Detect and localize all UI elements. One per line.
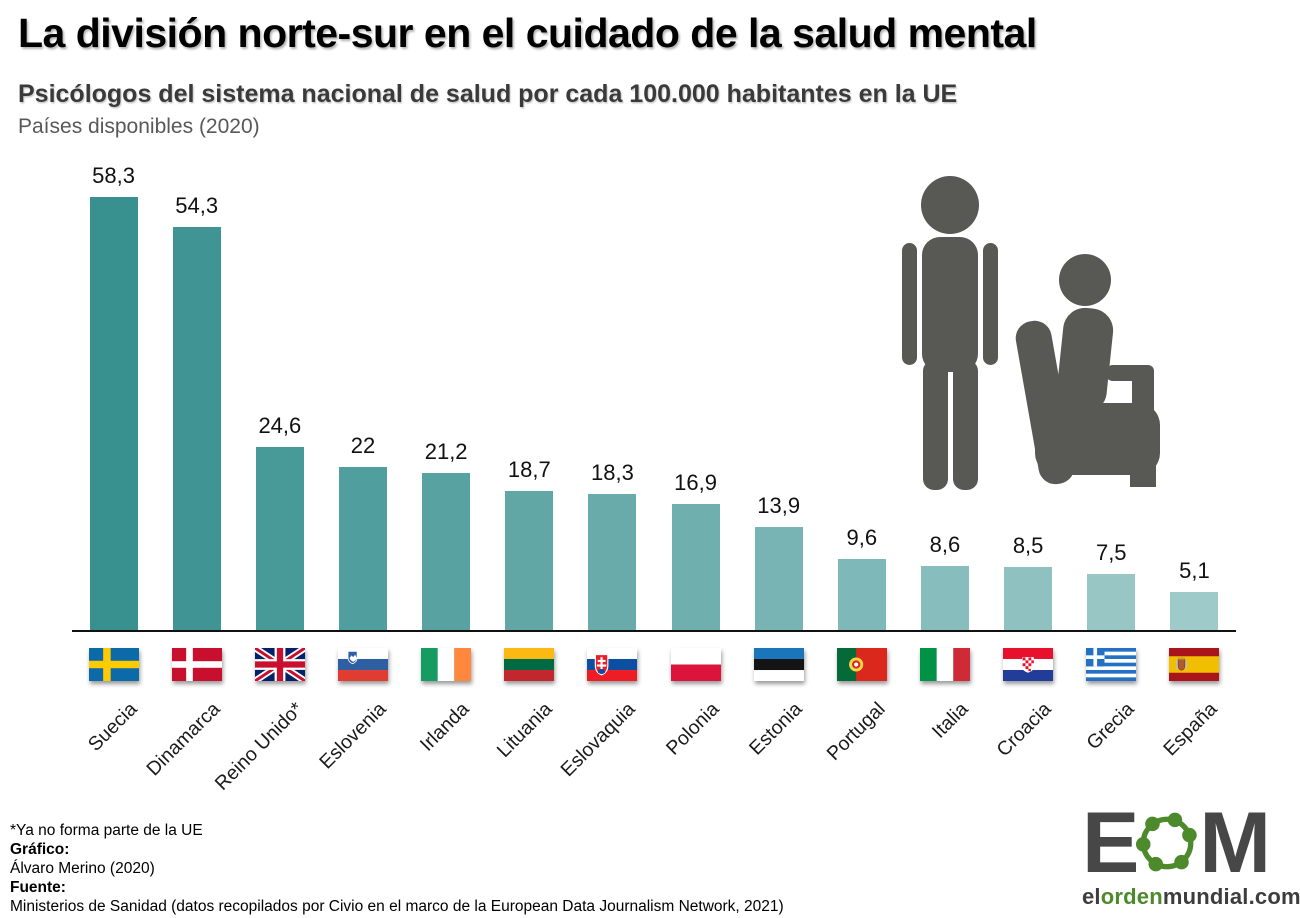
credits-block: *Ya no forma parte de la UE Gráfico: Álv… [10,821,784,916]
bar [920,566,969,630]
category-cell: Eslovenia [315,648,404,818]
bar-column-ie: 21,2 [405,160,488,630]
category-cell: España [1153,648,1236,818]
category-cell: Croacia [987,648,1070,818]
bar-column-dk: 54,3 [155,160,238,630]
bar [837,559,886,630]
page-title: La división norte-sur en el cuidado de l… [18,10,1037,56]
bar-value-label: 58,3 [92,163,135,188]
eom-url-orden: orden [1100,884,1163,909]
category-cell: Lituania [488,648,571,818]
bar-value-label: 21,2 [424,439,468,464]
bar-value-label: 8,5 [1012,533,1044,558]
bar [505,491,554,630]
bar-column-se: 58,3 [72,160,155,630]
category-cell: Estonia [737,648,820,818]
category-cell: Eslovaquia [557,648,654,818]
eom-url-mundial: mundial.com [1162,884,1300,909]
flag-icon-hr [1003,648,1054,681]
flag-icon-ie [421,648,472,681]
bar [1170,592,1219,630]
bar [671,504,720,630]
bar [338,467,387,630]
credit-fuente-label: Fuente: [10,879,66,896]
credit-grafico-value: Álvaro Merino (2020) [10,860,155,877]
eom-logo-letter-e: E [1082,795,1139,891]
category-cell: Irlanda [405,648,488,818]
bar [1087,574,1136,630]
bar-value-label: 9,6 [846,525,878,550]
category-cell: Italia [903,648,986,818]
credit-fuente-value: Ministerios de Sanidad (datos recopilado… [10,898,784,915]
category-cell: Reino Unido* [211,648,321,818]
bar-column-gr: 7,5 [1070,160,1153,630]
eom-logo-url: elordenmundial.com [1082,884,1300,910]
bar-column-pt: 9,6 [820,160,903,630]
bar [422,473,471,630]
bar [172,227,221,630]
bar-value-label: 16,9 [674,470,717,495]
category-cell: Suecia [72,648,155,818]
eom-logo-letter-m: M [1199,795,1271,891]
therapy-session-icon [902,176,1160,490]
category-cell: Polonia [654,648,737,818]
bar-column-es: 5,1 [1153,160,1236,630]
bar-column-si: 22 [321,160,404,630]
bar-value-label: 22 [350,433,376,458]
flag-icon-gb [254,648,305,681]
category-cell: Grecia [1070,648,1153,818]
bar-column-gb: 24,6 [238,160,321,630]
flag-icon-se [88,648,139,681]
bar-column-ee: 13,9 [737,160,820,630]
credit-grafico-label: Gráfico: [10,841,70,858]
flag-icon-si [337,648,388,681]
bar [754,527,803,630]
flag-icon-ee [753,648,804,681]
footnote: *Ya no forma parte de la UE [10,822,203,839]
chart-scope-note: Países disponibles (2020) [18,115,260,138]
bar-column-pl: 16,9 [654,160,737,630]
flag-icon-es [1169,648,1220,681]
bar-column-lt: 18,7 [488,160,571,630]
bar-column-it: 8,6 [903,160,986,630]
category-cell: Portugal [820,648,903,818]
bar-column-hr: 8,5 [987,160,1070,630]
bar [588,494,637,630]
flag-icon-gr [1086,648,1137,681]
category-axis: Suecia Dinamarca Reino Unido* Eslovenia Irla… [72,648,1236,818]
flag-icon-dk [171,648,222,681]
flag-icon-it [919,648,970,681]
bar-value-label: 7,5 [1095,540,1127,565]
flag-icon-pt [836,648,887,681]
eom-logo: E M elordenmundial.com [1082,795,1300,910]
bar-value-label: 5,1 [1179,558,1210,583]
bar [1004,567,1053,630]
eom-url-el: el [1082,884,1101,909]
bar-column-sk: 18,3 [571,160,654,630]
bar-value-label: 18,3 [591,460,634,485]
flag-icon-sk [587,648,638,681]
bar-chart-plot: 58,3 54,3 24,6 22 21,2 18,7 18,3 16,9 13,9 9,6 8,6… [72,160,1236,632]
category-cell: Dinamarca [142,648,238,818]
bar-value-label: 13,9 [757,493,801,518]
bar [255,447,304,630]
flag-icon-pl [670,648,721,681]
eom-logo-o-ring-icon [1136,812,1198,872]
bar-value-label: 18,7 [507,457,551,482]
bar-value-label: 8,6 [929,532,961,557]
flag-icon-lt [504,648,555,681]
chart-subtitle: Psicólogos del sistema nacional de salud… [18,80,958,108]
bar-value-label: 54,3 [175,193,219,218]
bar [89,197,138,630]
bar-value-label: 24,6 [258,413,302,438]
